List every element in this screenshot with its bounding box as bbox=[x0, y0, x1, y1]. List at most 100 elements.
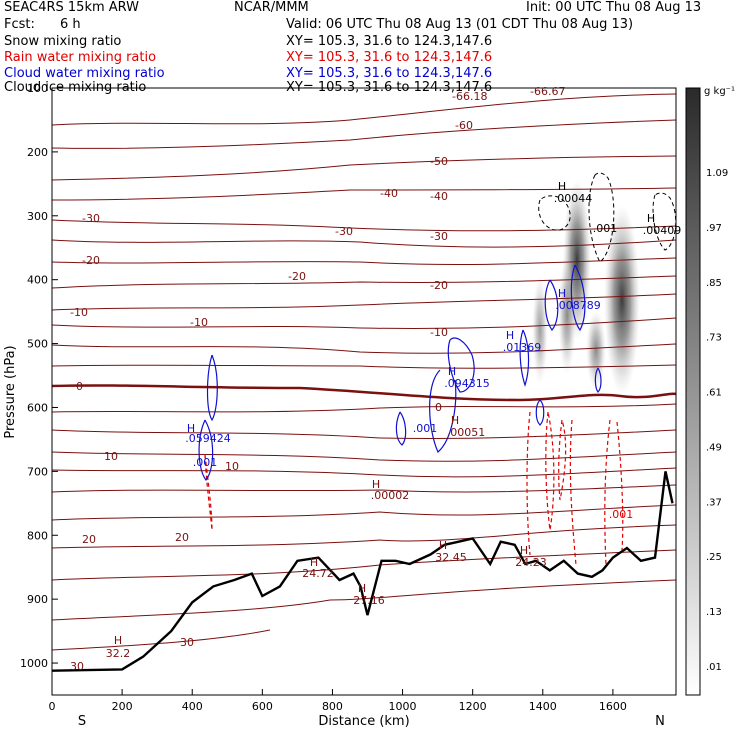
contour-label: -20 bbox=[430, 279, 448, 292]
colorbar-level-label: .49 bbox=[706, 442, 722, 453]
contour-label: -66.18 bbox=[452, 90, 487, 103]
init-time: Init: 00 UTC Thu 08 Aug 13 bbox=[526, 0, 702, 15]
extremum-value: .00409 bbox=[643, 224, 682, 237]
y-tick-label: 400 bbox=[27, 274, 48, 287]
small-value-label: .001 bbox=[609, 508, 634, 521]
xy-label-cloud-water: XY= 105.3, 31.6 to 124.3,147.6 bbox=[286, 66, 493, 81]
contour-label: 20 bbox=[175, 531, 189, 544]
freezing-level-line bbox=[51, 384, 677, 402]
high-mark: H bbox=[558, 180, 566, 193]
north-label: N bbox=[655, 714, 665, 729]
x-tick-label: 200 bbox=[112, 700, 133, 713]
contour-label: -10 bbox=[70, 306, 88, 319]
y-tick-label: 800 bbox=[27, 529, 48, 542]
field-label-cloud-water: Cloud water mixing ratio bbox=[4, 66, 165, 81]
contour-label: 0 bbox=[435, 401, 442, 414]
extremum-value: 24.23 bbox=[515, 556, 547, 569]
high-mark: H bbox=[439, 539, 447, 552]
extremum-value: .00044 bbox=[554, 192, 593, 205]
x-tick-label: 1000 bbox=[389, 700, 417, 713]
colorbar-level-label: .61 bbox=[706, 388, 722, 399]
contour-label: -30 bbox=[430, 230, 448, 243]
contour-label: -60 bbox=[455, 119, 473, 132]
x-tick-label: 600 bbox=[252, 700, 273, 713]
extremum-value: .059424 bbox=[185, 432, 231, 445]
south-label: S bbox=[78, 714, 86, 729]
y-axis-label: Pressure (hPa) bbox=[3, 345, 18, 438]
colorbar-level-label: .85 bbox=[706, 278, 722, 289]
snow-shading bbox=[532, 180, 640, 395]
extremum-value: .00051 bbox=[447, 426, 486, 439]
valid-time: Valid: 06 UTC Thu 08 Aug 13 (01 CDT Thu … bbox=[286, 17, 634, 32]
x-tick-label: 800 bbox=[322, 700, 343, 713]
plot-frame bbox=[51, 87, 677, 696]
extremum-value: .001 bbox=[593, 222, 618, 235]
y-tick-label: 600 bbox=[27, 401, 48, 414]
producer-label: NCAR/MMM bbox=[234, 0, 309, 15]
high-mark: H bbox=[448, 365, 456, 378]
colorbar-level-label: .37 bbox=[706, 497, 722, 508]
high-mark: H bbox=[358, 582, 366, 595]
colorbar-ramp bbox=[685, 87, 701, 696]
y-tick-label: 500 bbox=[27, 338, 48, 351]
forecast-label: Fcst: bbox=[4, 17, 35, 32]
field-label-snow: Snow mixing ratio bbox=[4, 34, 122, 49]
extremum-value: 32.2 bbox=[106, 647, 131, 660]
contour-label: -66.67 bbox=[530, 85, 565, 98]
high-mark: H bbox=[114, 634, 122, 647]
contour-label: -10 bbox=[190, 316, 208, 329]
y-tick-label: 200 bbox=[27, 146, 48, 159]
contour-label: 30 bbox=[180, 636, 194, 649]
x-axis-label: Distance (km) bbox=[318, 714, 409, 729]
contour-label: -10 bbox=[430, 326, 448, 339]
forecast-hour: 6 h bbox=[60, 17, 81, 32]
x-tick-label: 0 bbox=[49, 700, 56, 713]
colorbar-level-label: .13 bbox=[706, 607, 722, 618]
temperature-labels: 30 30 20 20 10 10 0 0 -10 -10 -10 -20 -2… bbox=[70, 85, 565, 673]
x-tick-label: 1200 bbox=[459, 700, 487, 713]
extremum-value: .094315 bbox=[444, 377, 490, 390]
extrema-labels: H 32.2 H 24.72 H 27.16 H 32.45 H 24.23 H… bbox=[106, 180, 682, 660]
colorbar: 1.09 .97 .85 .73 .61 .49 .37 .25 .13 .01 g kg⁻¹ bbox=[685, 86, 735, 696]
high-mark: H bbox=[372, 478, 380, 491]
colorbar-level-label: .97 bbox=[706, 223, 722, 234]
extremum-value: 27.16 bbox=[353, 594, 385, 607]
field-label-rain: Rain water mixing ratio bbox=[4, 50, 157, 65]
contour-label: -40 bbox=[380, 187, 398, 200]
rain-contours bbox=[204, 411, 624, 566]
terrain-line bbox=[51, 471, 674, 672]
contour-label: 20 bbox=[82, 533, 96, 546]
y-tick-label: 300 bbox=[27, 210, 48, 223]
x-tick-label: 400 bbox=[182, 700, 203, 713]
contour-label: 30 bbox=[70, 660, 84, 673]
contour-label: 0 bbox=[76, 380, 83, 393]
extremum-value: .01369 bbox=[503, 341, 542, 354]
contour-label: -40 bbox=[430, 190, 448, 203]
high-mark: H bbox=[558, 287, 566, 300]
high-mark: H bbox=[506, 329, 514, 342]
xy-label-rain: XY= 105.3, 31.6 to 124.3,147.6 bbox=[286, 50, 493, 65]
high-mark: H bbox=[520, 544, 528, 557]
colorbar-unit: g kg⁻¹ bbox=[704, 86, 735, 97]
contour-label: -50 bbox=[430, 155, 448, 168]
y-tick-label: 1000 bbox=[20, 657, 48, 670]
extremum-value: .00002 bbox=[371, 489, 410, 502]
x-tick-label: 1400 bbox=[529, 700, 557, 713]
y-tick-label: 700 bbox=[27, 465, 48, 478]
extremum-value: 32.45 bbox=[435, 551, 467, 564]
contour-label: -30 bbox=[82, 212, 100, 225]
colorbar-level-label: 1.09 bbox=[706, 168, 728, 179]
cloud-water-contours bbox=[198, 264, 602, 481]
extremum-value: 24.72 bbox=[302, 567, 334, 580]
high-mark: H bbox=[647, 212, 655, 225]
xy-label-snow: XY= 105.3, 31.6 to 124.3,147.6 bbox=[286, 34, 493, 49]
high-mark: H bbox=[310, 556, 318, 569]
extremum-value: .008789 bbox=[555, 299, 601, 312]
y-tick-label: 900 bbox=[27, 593, 48, 606]
x-tick-label: 1600 bbox=[599, 700, 627, 713]
contour-label: 10 bbox=[104, 450, 118, 463]
colorbar-level-label: .25 bbox=[706, 552, 722, 563]
contour-label: -20 bbox=[288, 270, 306, 283]
contour-label: -20 bbox=[82, 254, 100, 267]
